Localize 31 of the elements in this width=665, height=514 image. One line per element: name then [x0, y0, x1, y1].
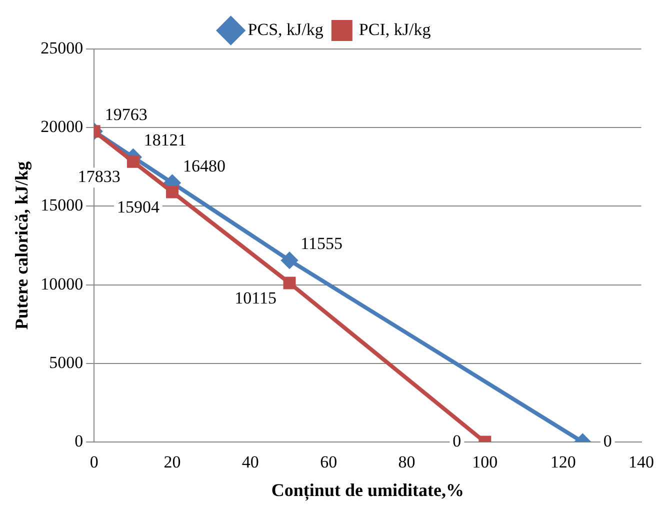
data-label: 18121 — [144, 130, 186, 150]
data-label: 0 — [603, 431, 612, 450]
x-axis-title: Conținut de umiditate,% — [271, 480, 464, 501]
data-label: 19763 — [104, 104, 148, 124]
data-label: 10115 — [234, 288, 276, 308]
data-label: 15904 — [117, 197, 160, 216]
data-label: 0 — [452, 431, 462, 450]
x-tick-label: 120 — [550, 452, 576, 472]
point — [283, 276, 296, 290]
point — [126, 155, 140, 168]
y-tick-label: 25000 — [40, 38, 84, 58]
legend-label: PCS, kJ/kg — [248, 20, 324, 39]
y-tick-label: 20000 — [40, 117, 84, 136]
data-label: 16480 — [183, 156, 226, 176]
point — [166, 186, 179, 198]
x-tick-label: 0 — [90, 452, 98, 472]
data-label: 17833 — [78, 167, 120, 186]
x-tick-label: 140 — [628, 452, 654, 472]
x-tick-label: 20 — [164, 452, 181, 472]
y-tick-label: 15000 — [40, 196, 84, 215]
x-tick-label: 100 — [472, 452, 498, 472]
y-tick-label: 10000 — [40, 274, 84, 294]
data-label: 11555 — [300, 234, 342, 253]
legend-label: PCI, kJ/kg — [358, 20, 432, 39]
y-tick-label: 0 — [74, 431, 84, 450]
x-tick-label: 60 — [320, 452, 338, 472]
x-tick-label: 80 — [398, 452, 416, 472]
x-tick-label: 40 — [242, 452, 259, 472]
point — [282, 252, 298, 268]
y-tick-label: 5000 — [49, 352, 84, 372]
y-axis-title: Putere calorică, kJ/kg — [11, 161, 32, 330]
